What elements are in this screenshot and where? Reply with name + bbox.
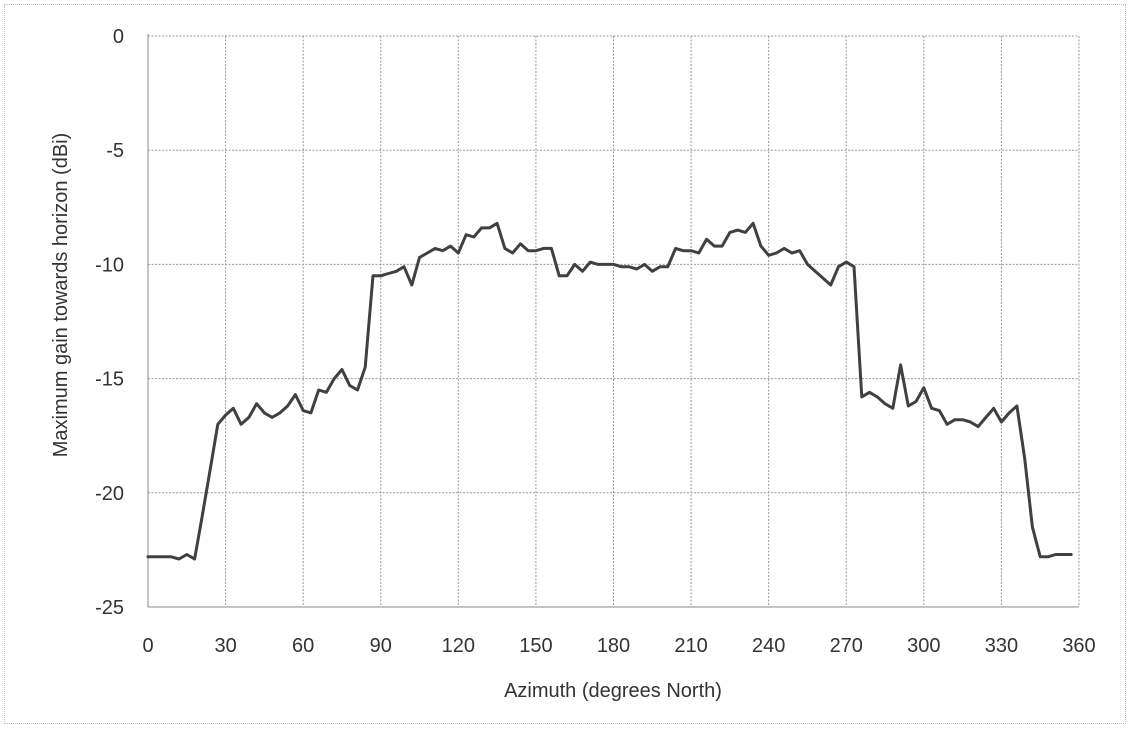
series-layer [146,221,1073,561]
x-tick-label: 0 [142,635,153,657]
x-tick-label: 180 [597,635,630,657]
y-tick-label: -10 [95,254,124,276]
x-tick-label: 240 [752,635,785,657]
x-tick-label: 270 [830,635,863,657]
gain-series-line [146,221,1073,561]
x-tick-label: 360 [1062,635,1095,657]
x-tick-label: 300 [907,635,940,657]
x-tick-label: 30 [214,635,236,657]
y-axis-title: Maximum gain towards horizon (dBi) [50,133,72,458]
tick-labels: 0 30 60 90 120 150 180 210 240 270 300 330 360 0 -5 -10… [95,26,1096,657]
x-axis-title: Azimuth (degrees North) [504,680,722,702]
axes [147,34,1079,608]
y-tick-label: -25 [95,597,124,619]
line-chart: 0 30 60 90 120 150 180 210 240 270 300 330 360 0 -5 -10… [50,26,1096,702]
x-tick-label: 120 [442,635,475,657]
chart-area: 0 30 60 90 120 150 180 210 240 270 300 330 360 0 -5 -10… [4,4,1126,724]
gridlines [148,35,1080,607]
x-tick-label: 210 [674,635,707,657]
x-tick-label: 330 [985,635,1018,657]
y-tick-label: 0 [113,26,124,48]
x-tick-label: 60 [292,635,314,657]
y-tick-label: -5 [106,140,124,162]
x-tick-label: 90 [370,635,392,657]
y-tick-label: -15 [95,369,124,391]
y-tick-label: -20 [95,483,124,505]
x-tick-label: 150 [519,635,552,657]
